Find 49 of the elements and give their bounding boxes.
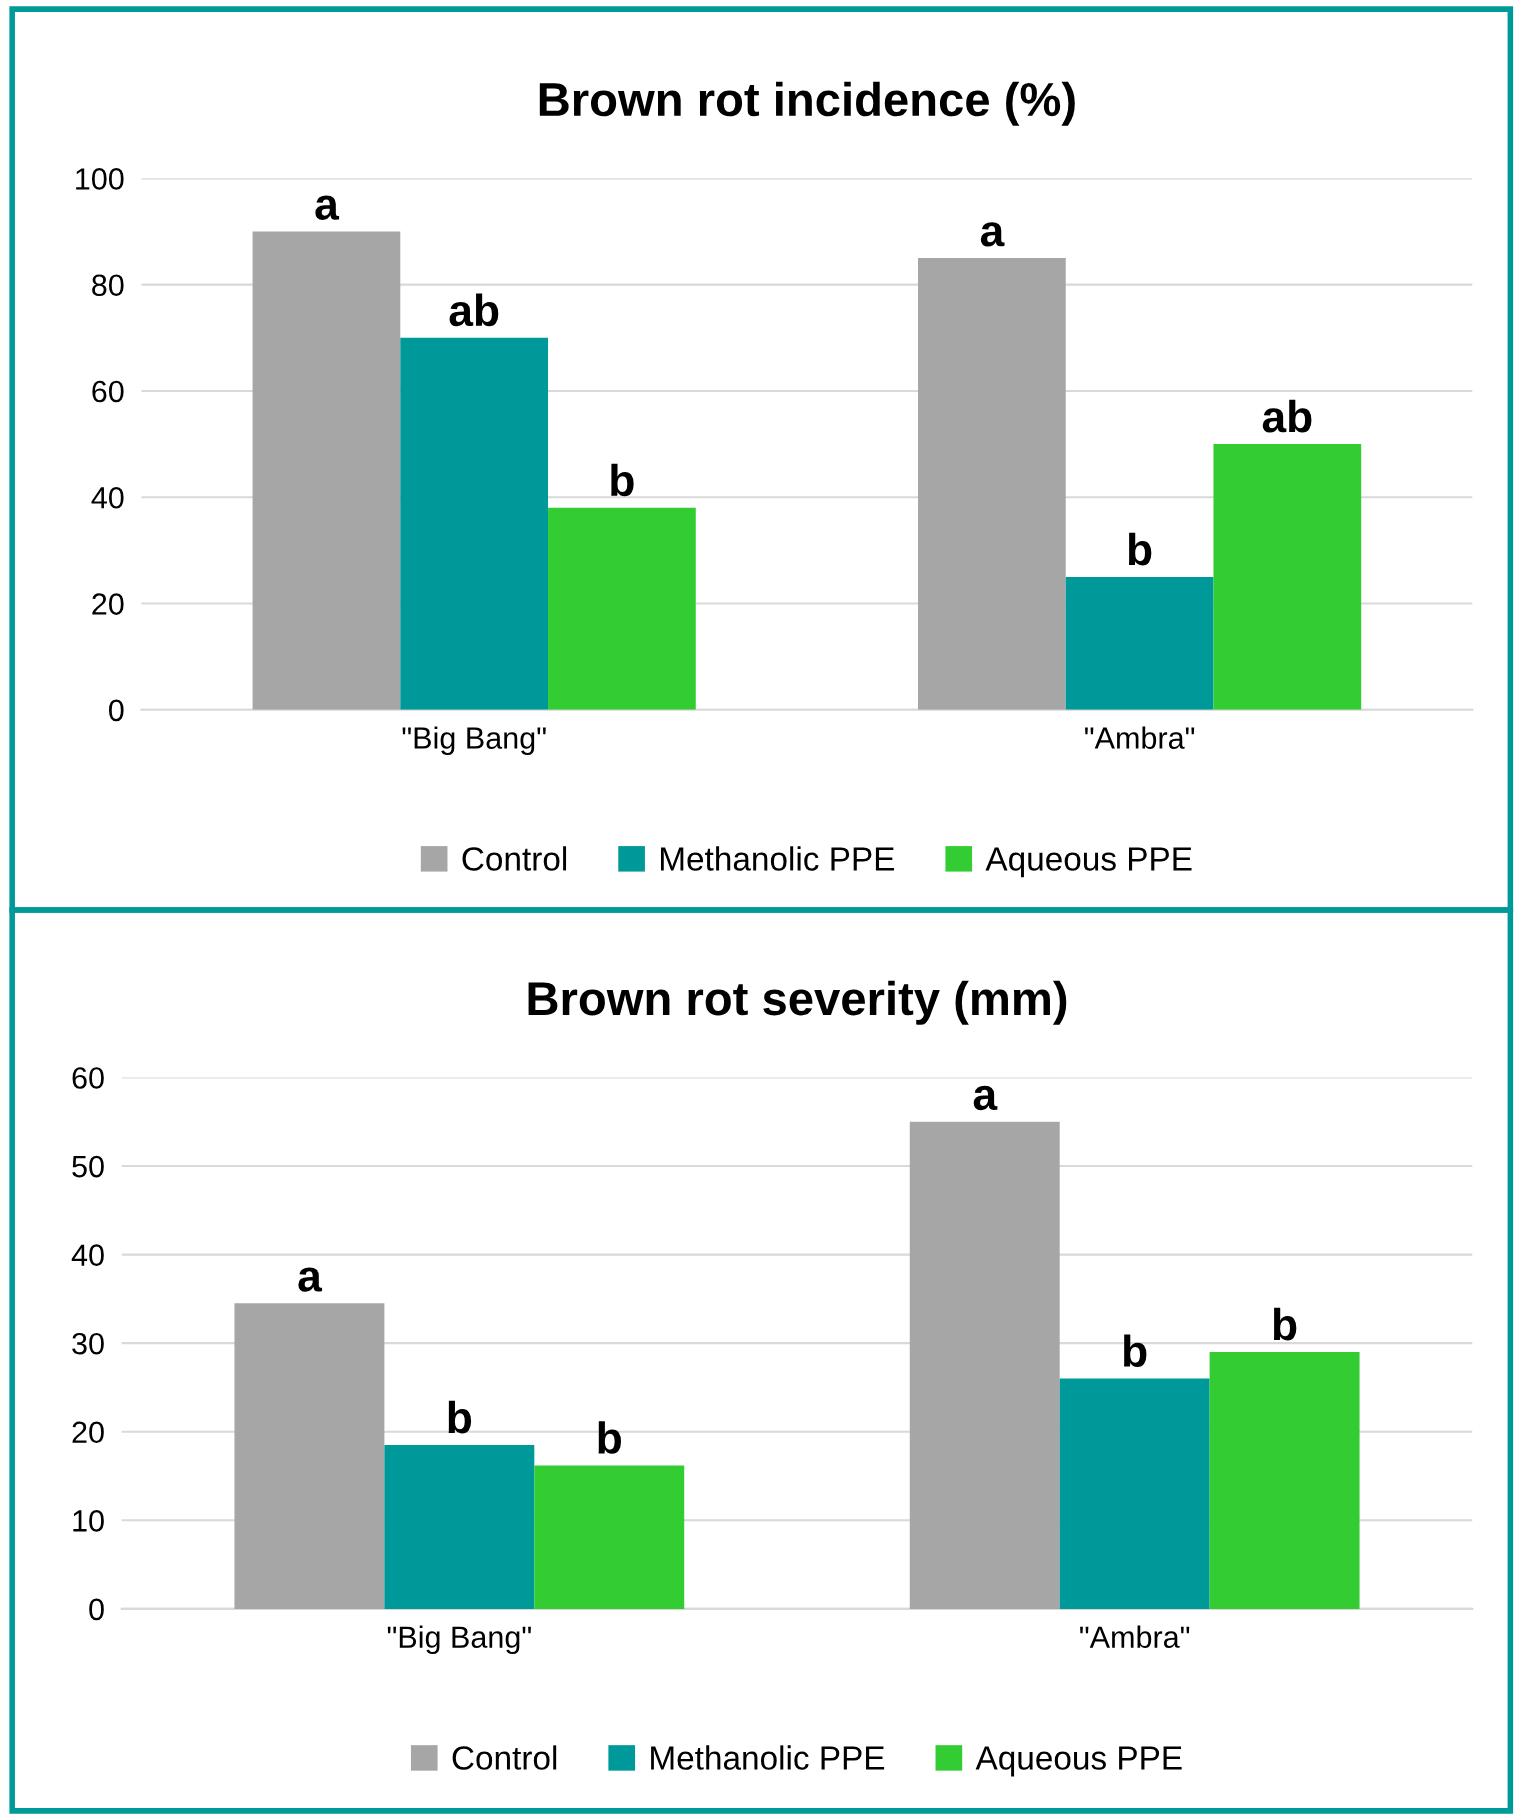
bar — [534, 1465, 685, 1609]
bar — [400, 337, 549, 710]
chart-title: Brown rot severity (mm) — [528, 980, 1067, 1025]
legend-label: Methanolic PPE — [661, 846, 894, 871]
bar — [909, 1121, 1060, 1609]
legend-label: Methanolic PPE — [651, 1745, 885, 1770]
y-tick-label: 30 — [72, 1332, 104, 1355]
y-tick-label: 0 — [89, 1598, 104, 1621]
legend-label: Aqueous PPE — [985, 847, 1192, 878]
x-tick-label: "Big Bang" — [387, 1625, 531, 1655]
bar — [384, 1445, 535, 1609]
x-tick-label: "Ambra" — [1085, 726, 1195, 749]
y-tick-label: 20 — [92, 593, 124, 615]
bar — [548, 507, 696, 710]
bar — [252, 231, 401, 710]
y-tick-label: 40 — [71, 1244, 104, 1266]
y-tick-label: 10 — [73, 1510, 104, 1532]
y-tick-label: 100 — [76, 168, 124, 190]
y-tick-label: 50 — [72, 1155, 104, 1178]
legend-label: Control — [452, 1745, 557, 1770]
bar — [1065, 576, 1214, 710]
data-label: ab — [449, 293, 499, 327]
data-label: a — [298, 1267, 323, 1292]
bar — [1209, 1352, 1360, 1609]
y-tick-label: 60 — [72, 1067, 104, 1089]
data-label: b — [1273, 1307, 1297, 1341]
data-label: b — [1128, 532, 1152, 566]
x-tick-label: "Big Bang" — [402, 726, 546, 755]
data-label: a — [315, 195, 340, 220]
chart-title: Brown rot incidence (%) — [539, 81, 1075, 126]
bar — [1213, 444, 1362, 710]
legend-label: Control — [462, 846, 567, 871]
x-tick-label: "Ambra" — [1080, 1625, 1190, 1648]
data-label: ab — [1262, 399, 1312, 433]
data-label: b — [448, 1400, 472, 1434]
bar — [918, 258, 1066, 710]
bar — [1059, 1378, 1210, 1609]
data-label: b — [1124, 1334, 1147, 1368]
y-tick-label: 80 — [92, 274, 124, 297]
data-label: b — [611, 463, 634, 497]
y-tick-label: 20 — [72, 1421, 104, 1444]
y-tick-label: 0 — [108, 699, 124, 722]
y-tick-label: 60 — [92, 380, 124, 403]
bar — [234, 1303, 385, 1609]
y-tick-label: 40 — [91, 486, 124, 509]
data-label: b — [598, 1421, 622, 1454]
data-label: a — [980, 222, 1005, 247]
legend-label: Aqueous PPE — [975, 1746, 1182, 1777]
data-label: a — [973, 1085, 998, 1111]
